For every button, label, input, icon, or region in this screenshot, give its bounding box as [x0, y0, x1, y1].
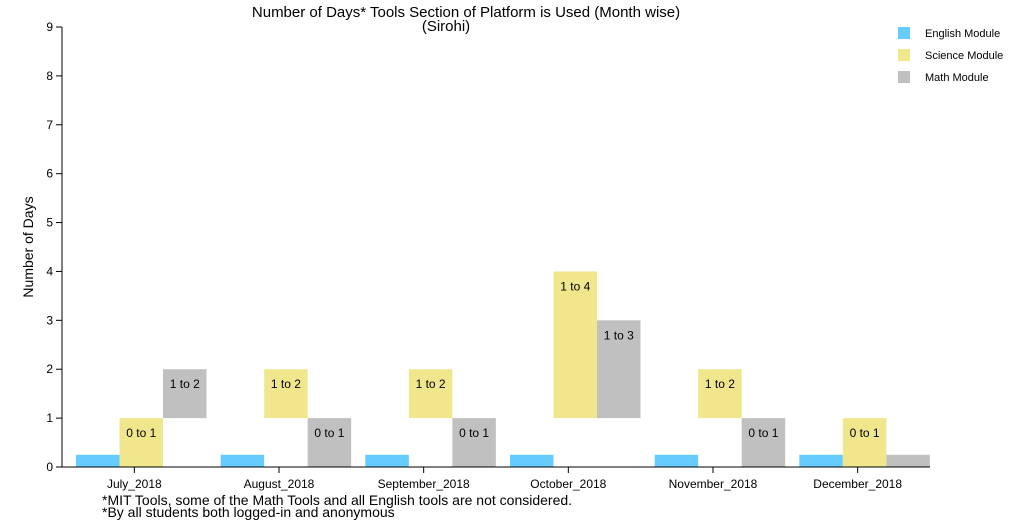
- legend-swatch-english-module: [898, 27, 910, 39]
- footnote-2: *By all students both logged-in and anon…: [102, 504, 395, 520]
- bar-value-label: 0 to 1: [314, 426, 344, 440]
- bar-value-label: 1 to 2: [705, 377, 735, 391]
- bar-value-label: 1 to 2: [271, 377, 301, 391]
- legend: English Module Science Module Math Module: [898, 27, 1003, 84]
- legend-label: Science Module: [925, 50, 1003, 62]
- x-tick-label: August_2018: [244, 477, 315, 491]
- chart-subtitle: (Sirohi): [422, 18, 470, 35]
- y-tick-label: 0: [46, 460, 53, 474]
- bar-value-label: 1 to 2: [170, 377, 200, 391]
- y-tick-label: 4: [46, 264, 53, 278]
- bar-science-module-november-2018: [698, 369, 742, 419]
- bar-science-module-july-2018: [119, 418, 163, 467]
- bar-value-label: 1 to 3: [604, 328, 634, 342]
- legend-label: English Module: [925, 28, 1000, 40]
- x-tick-label: October_2018: [530, 477, 606, 491]
- y-tick-label: 5: [46, 216, 53, 230]
- bar-value-label: 0 to 1: [850, 426, 880, 440]
- axes-layer: 0 1 2 3 4 5 6 7 8 9 July_2018 August_2018 September_…: [46, 20, 930, 491]
- bar-english-module-july-2018: [76, 454, 120, 467]
- bar-math-module-december-2018: [886, 454, 930, 467]
- x-tick-label: November_2018: [669, 477, 758, 491]
- y-tick-label: 2: [46, 362, 53, 376]
- bar-english-module-december-2018: [799, 454, 843, 467]
- bar-science-module-august-2018: [264, 369, 308, 419]
- x-tick-label: December_2018: [813, 477, 902, 491]
- y-tick-label: 6: [46, 167, 53, 181]
- bars-layer: 0 to 1 1 to 2 1 to 2 1 to 4 1 to 2 0 to 1 1 to…: [76, 271, 930, 467]
- y-tick-label: 8: [46, 69, 53, 83]
- y-axis-title: Number of Days: [20, 196, 36, 297]
- bar-english-module-september-2018: [365, 454, 409, 467]
- bar-english-module-august-2018: [220, 454, 265, 467]
- legend-label: Math Module: [925, 72, 989, 84]
- bar-value-label: 1 to 4: [560, 279, 590, 293]
- bar-value-label: 0 to 1: [748, 426, 778, 440]
- bar-science-module-october-2018: [553, 271, 597, 419]
- bar-math-module-july-2018: [163, 369, 207, 419]
- chart-title: Number of Days* Tools Section of Platfor…: [252, 4, 680, 21]
- x-tick-label: September_2018: [378, 477, 470, 491]
- legend-swatch-math-module: [898, 71, 910, 83]
- bar-value-label: 0 to 1: [126, 426, 156, 440]
- bar-math-module-october-2018: [597, 320, 641, 419]
- bar-math-module-september-2018: [452, 418, 496, 467]
- y-tick-label: 3: [46, 313, 53, 327]
- bar-english-module-october-2018: [510, 454, 554, 467]
- y-tick-label: 7: [46, 118, 53, 132]
- bar-science-module-september-2018: [408, 369, 453, 419]
- bar-value-label: 0 to 1: [459, 426, 489, 440]
- footnote-1: *MIT Tools, some of the Math Tools and a…: [102, 492, 572, 508]
- bar-math-module-november-2018: [741, 418, 786, 467]
- x-tick-label: July_2018: [107, 477, 162, 491]
- bar-math-module-august-2018: [307, 418, 352, 467]
- bar-english-module-november-2018: [654, 454, 699, 467]
- y-tick-label: 9: [46, 20, 53, 34]
- y-tick-label: 1: [46, 411, 53, 425]
- legend-swatch-science-module: [898, 49, 910, 61]
- bar-science-module-december-2018: [842, 418, 887, 467]
- bar-value-label: 1 to 2: [416, 377, 446, 391]
